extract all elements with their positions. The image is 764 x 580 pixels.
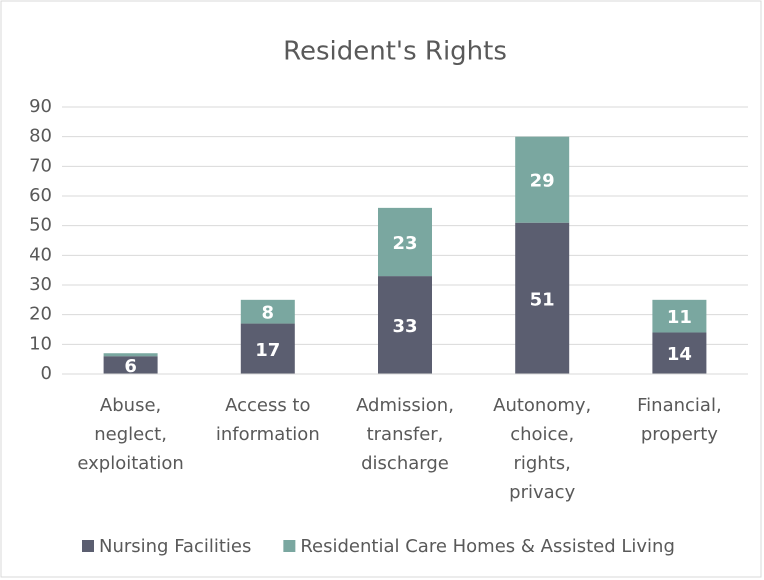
x-tick-label: Abuse, [100, 395, 161, 416]
legend-label: Nursing Facilities [99, 536, 251, 557]
bar-segment [515, 222, 570, 374]
bar-segment [378, 207, 432, 277]
x-tick-label: neglect, [94, 424, 167, 445]
y-tick-label: 20 [29, 304, 52, 325]
x-tick-label: choice, [510, 424, 574, 445]
y-tick-label: 80 [29, 126, 52, 147]
y-tick-label: 30 [29, 274, 52, 295]
x-tick-label: discharge [361, 453, 449, 474]
y-tick-label: 40 [29, 244, 52, 265]
x-tick-label: property [641, 424, 718, 445]
bar-segment [652, 332, 707, 374]
x-tick-label: Autonomy, [493, 395, 591, 416]
x-tick-label: exploitation [77, 453, 183, 474]
data-label: 23 [392, 233, 417, 254]
legend-label: Residential Care Homes & Assisted Living [300, 536, 675, 557]
y-tick-label: 70 [29, 155, 52, 176]
data-label: 51 [530, 289, 555, 310]
x-tick-label: Access to [225, 395, 310, 416]
x-tick-label: Financial, [637, 395, 722, 416]
bar-segment [240, 299, 295, 324]
data-label: 11 [667, 307, 692, 328]
data-label: 8 [262, 303, 275, 324]
data-label: 29 [530, 171, 555, 192]
data-label: 6 [124, 356, 137, 377]
y-tick-label: 90 [29, 96, 52, 117]
x-tick-label: information [216, 424, 320, 445]
x-tick-label: rights, [513, 453, 570, 474]
data-label: 17 [255, 340, 280, 361]
bar-segment [240, 323, 295, 374]
bar-segment [652, 299, 707, 333]
bar-segment [103, 353, 158, 357]
x-tick-label: Admission, [356, 395, 454, 416]
x-tick-label: privacy [509, 482, 575, 503]
data-label: 33 [392, 316, 417, 337]
data-label: 14 [667, 344, 692, 365]
y-tick-label: 10 [29, 333, 52, 354]
y-tick-label: 0 [41, 363, 52, 384]
bar-segment [103, 356, 158, 374]
bar-segment [378, 276, 432, 374]
legend-swatch [82, 540, 94, 552]
x-tick-label: transfer, [367, 424, 444, 445]
y-tick-label: 60 [29, 185, 52, 206]
bar-segment [515, 136, 570, 223]
y-tick-label: 50 [29, 215, 52, 236]
legend-swatch [283, 540, 296, 552]
chart-title: Resident's Rights [283, 37, 507, 67]
